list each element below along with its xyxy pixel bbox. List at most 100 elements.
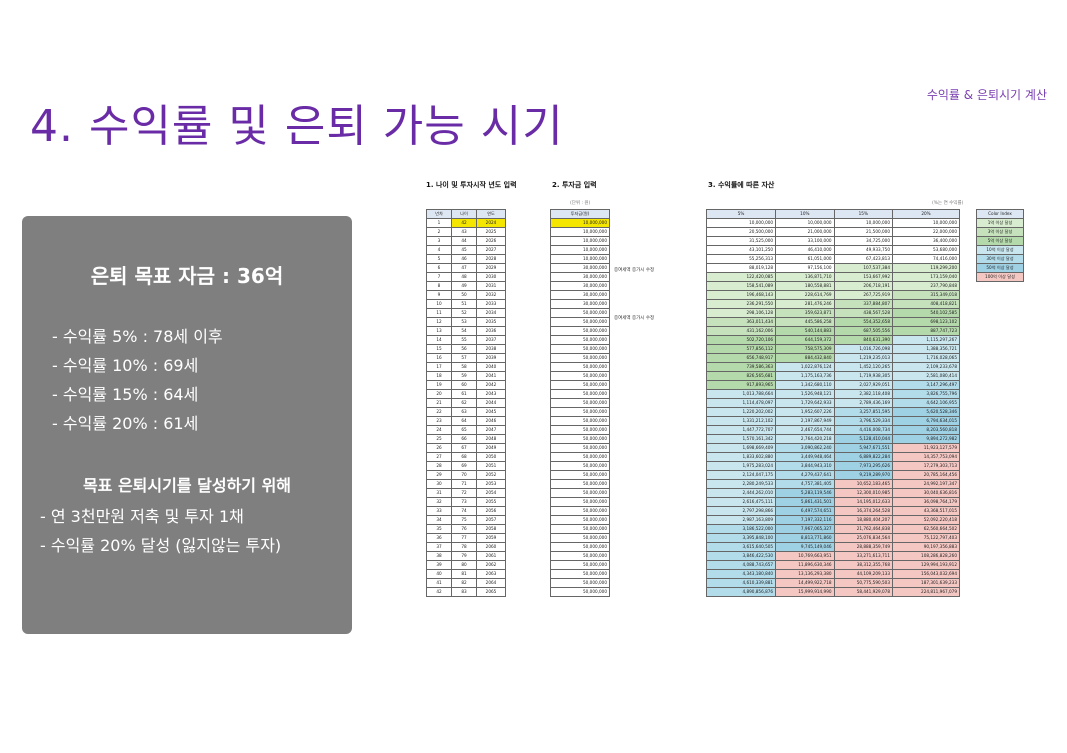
table-cell: 50,000,000 bbox=[550, 434, 610, 444]
table-cell: 2063 bbox=[476, 569, 506, 579]
table-cell: 107,537,384 bbox=[833, 263, 894, 273]
table-cell: 196,468,143 bbox=[705, 290, 777, 300]
table-row: 50,000,000 bbox=[550, 326, 610, 336]
table-row: 32 73 2055 bbox=[426, 497, 506, 507]
table-cell: 1,952,607,226 bbox=[775, 407, 835, 417]
table-cell: 33,271,613,711 bbox=[833, 551, 894, 561]
table-cell: 43,368,517,015 bbox=[892, 506, 960, 516]
table-cell: 33 bbox=[426, 506, 452, 516]
table-cell: 28,888,359,749 bbox=[833, 542, 894, 552]
table-cell: 15 bbox=[426, 344, 452, 354]
table-cell: 30 bbox=[426, 479, 452, 489]
legend-row: 100억 이상 달성 bbox=[976, 272, 1024, 282]
table-row: 1,447,772,707 2,467,654,744 4,416,008,734 8… bbox=[705, 425, 960, 435]
table-cell: 36,098,764,179 bbox=[892, 497, 960, 507]
table-row: 30,000,000 bbox=[550, 281, 610, 291]
table-cell: 3,186,522,000 bbox=[705, 524, 777, 534]
table-cell: 17 bbox=[426, 362, 452, 372]
table-row: 298,106,128 359,623,871 438,567,528 540,102… bbox=[705, 308, 960, 318]
table-row: 41 82 2064 bbox=[426, 578, 506, 588]
table-cell: 24,992,197,347 bbox=[892, 479, 960, 489]
table-cell: 88,019,128 bbox=[705, 263, 777, 273]
table-cell: 2,616,475,111 bbox=[705, 497, 777, 507]
table-cell: 2046 bbox=[476, 416, 506, 426]
table-cell: 7 bbox=[426, 272, 452, 282]
table-cell: 50 bbox=[451, 290, 477, 300]
table-row: 4,890,856,876 15,999,914,990 58,441,929,07… bbox=[705, 587, 960, 597]
table-row: 31 72 2054 bbox=[426, 488, 506, 498]
col-header: 20% bbox=[892, 209, 960, 219]
table-cell: 31,525,000 bbox=[705, 236, 777, 246]
table-cell: 40 bbox=[426, 569, 452, 579]
table-row: 50,000,000 bbox=[550, 344, 610, 354]
table-cell: 25 bbox=[426, 434, 452, 444]
legend-item: 5억 이상 달성 bbox=[976, 236, 1024, 246]
table-row: 5 46 2028 bbox=[426, 254, 506, 264]
table-cell: 50,000,000 bbox=[550, 452, 610, 462]
investment-table: 투자금(원) 10,000,000 10,000,000 10,000,000 10,… bbox=[550, 209, 610, 597]
table-cell: 10,000,000 bbox=[892, 218, 960, 228]
table-cell: 2,382,118,408 bbox=[833, 389, 894, 399]
table-cell: 6 bbox=[426, 263, 452, 273]
table-cell: 67,423,813 bbox=[833, 254, 894, 264]
table-row: 43,101,250 46,410,000 49,933,750 53,680,000 bbox=[705, 245, 960, 255]
table-cell: 27 bbox=[426, 452, 452, 462]
table-cell: 2055 bbox=[476, 497, 506, 507]
table-cell: 281,476,246 bbox=[775, 299, 835, 309]
table-row: 16 57 2039 bbox=[426, 353, 506, 363]
table-cell: 49,933,750 bbox=[833, 245, 894, 255]
table-row: 10,000,000 bbox=[550, 254, 610, 264]
table-cell: 20,785,164,456 bbox=[892, 470, 960, 480]
table-row: 826,565,681 1,175,163,736 1,719,938,305 2,5… bbox=[705, 371, 960, 381]
table-cell: 77 bbox=[451, 533, 477, 543]
table-row: 34 75 2057 bbox=[426, 515, 506, 525]
col-header: 10% bbox=[775, 209, 835, 219]
table-cell: 1,447,772,707 bbox=[705, 425, 777, 435]
table-cell: 4,610,339,881 bbox=[705, 578, 777, 588]
table-cell: 2,797,298,866 bbox=[705, 506, 777, 516]
table-cell: 4,279,437,641 bbox=[775, 470, 835, 480]
table-cell: 76 bbox=[451, 524, 477, 534]
table-row: 28 69 2051 bbox=[426, 461, 506, 471]
table-cell: 2028 bbox=[476, 254, 506, 264]
legend-item: 30억 이상 달성 bbox=[976, 254, 1024, 264]
table-cell: 884,432,840 bbox=[775, 353, 835, 363]
table-cell: 21,762,464,838 bbox=[833, 524, 894, 534]
table-row: 23 64 2046 bbox=[426, 416, 506, 426]
table-cell: 2033 bbox=[476, 299, 506, 309]
table-row: 10 51 2033 bbox=[426, 299, 506, 309]
table-cell: 2,109,233,678 bbox=[892, 362, 960, 372]
table-cell: 46 bbox=[451, 254, 477, 264]
table-row: 50,000,000 bbox=[550, 515, 610, 525]
table-row: 3,186,522,000 7,967,065,327 21,762,464,838… bbox=[705, 524, 960, 534]
table-row: 31,525,000 33,100,000 34,725,000 36,400,000 bbox=[705, 236, 960, 246]
table-row: 50,000,000 bbox=[550, 371, 610, 381]
table-cell: 10,000,000 bbox=[550, 236, 610, 246]
legend-row: 30억 이상 달성 bbox=[976, 254, 1024, 264]
table-cell: 136,871,710 bbox=[775, 272, 835, 282]
table-row: 4,343,180,840 13,136,293,380 44,109,209,13… bbox=[705, 569, 960, 579]
table-cell: 18,880,404,207 bbox=[833, 515, 894, 525]
table-cell: 187,301,639,233 bbox=[892, 578, 960, 588]
rate-item: - 수익률 10% : 69세 bbox=[52, 356, 199, 375]
table-row: 2 43 2025 bbox=[426, 227, 506, 237]
table-cell: 2047 bbox=[476, 425, 506, 435]
table-cell: 887,747,723 bbox=[892, 326, 960, 336]
page-title: 4. 수익률 및 은퇴 가능 시기 bbox=[30, 101, 564, 152]
table-cell: 10,000,000 bbox=[775, 218, 835, 228]
table-row: 50,000,000 bbox=[550, 542, 610, 552]
table-row: 50,000,000 bbox=[550, 470, 610, 480]
table-cell: 2,581,080,414 bbox=[892, 371, 960, 381]
table-cell: 50,000,000 bbox=[550, 569, 610, 579]
table-cell: 826,565,681 bbox=[705, 371, 777, 381]
table-cell: 10,000,000 bbox=[550, 254, 610, 264]
table-row: 37 78 2060 bbox=[426, 542, 506, 552]
table-cell: 67 bbox=[451, 443, 477, 453]
table-cell: 2026 bbox=[476, 236, 506, 246]
table-row: 2,987,163,809 7,197,332,116 18,880,404,207… bbox=[705, 515, 960, 525]
table-cell: 6,889,822,284 bbox=[833, 452, 894, 462]
table-row: 50,000,000 bbox=[550, 479, 610, 489]
table-cell: 33,100,000 bbox=[775, 236, 835, 246]
table-cell: 6,497,574,651 bbox=[775, 506, 835, 516]
table-cell: 23 bbox=[426, 416, 452, 426]
